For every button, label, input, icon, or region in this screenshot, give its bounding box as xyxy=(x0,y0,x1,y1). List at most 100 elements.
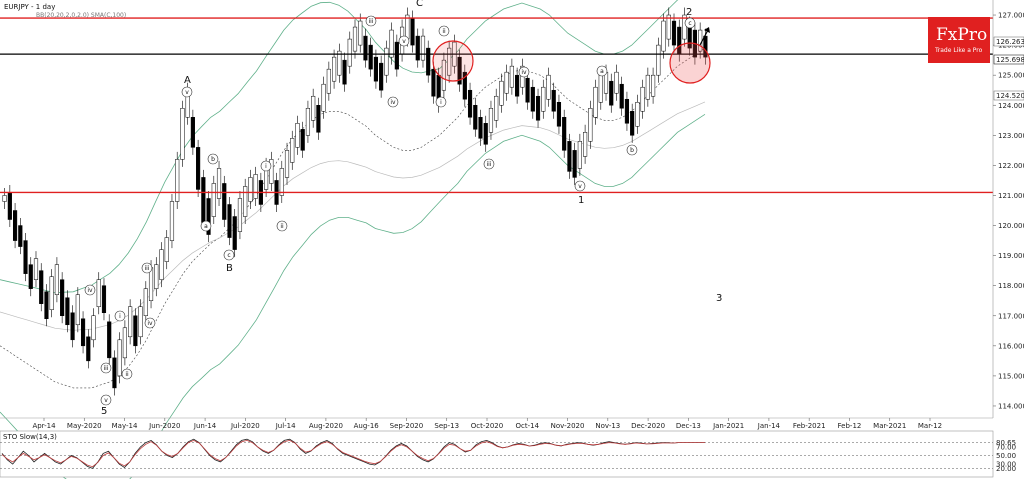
candle-body xyxy=(488,108,494,133)
price-tag: 125.698 xyxy=(996,56,1024,64)
time-tick-label: Jul-14 xyxy=(275,422,296,430)
candle-body xyxy=(311,95,316,121)
candle-body xyxy=(65,297,70,326)
candle-body xyxy=(478,117,483,139)
subwave-marker-circle xyxy=(260,160,272,172)
price-tick-label: 117.000 xyxy=(998,312,1024,320)
price-tag-box xyxy=(993,36,1024,47)
wave-label-1: 1 xyxy=(578,195,584,206)
time-tick-label: Jan-2021 xyxy=(712,422,744,430)
sma-line xyxy=(0,101,706,331)
candle-body xyxy=(138,306,143,338)
candle-body xyxy=(541,86,546,112)
subwave-marker-circle xyxy=(200,220,212,232)
subwave-marker-label: iii xyxy=(486,161,491,168)
subwave-marker-label: iv xyxy=(521,69,527,76)
wave-label-c: C xyxy=(416,0,423,9)
candle-body xyxy=(326,68,331,94)
candle-body xyxy=(201,177,206,223)
lower-band xyxy=(0,113,706,479)
subwave-marker-circle xyxy=(100,362,112,374)
candle-body xyxy=(86,336,91,362)
subwave-marker-label: ii xyxy=(125,371,129,378)
candle-body xyxy=(112,357,117,389)
price-tags: 126.263 125.698 124.520 xyxy=(993,36,1024,101)
candle-body xyxy=(635,101,640,127)
subwave-marker-circle xyxy=(207,153,219,165)
highlight-circle-september xyxy=(432,40,474,82)
price-tick-label: 123.000 xyxy=(998,132,1024,140)
middle-band xyxy=(0,47,706,389)
subwave-marker-circle xyxy=(84,284,96,296)
candle-body xyxy=(661,20,666,52)
wave-label-3: 3 xyxy=(716,293,722,304)
price-tick-label: 119.000 xyxy=(998,252,1024,260)
candle-body xyxy=(645,74,650,100)
candle-body xyxy=(457,56,462,85)
price-tag-box xyxy=(993,90,1024,101)
subwave-marker-circle xyxy=(181,86,193,98)
wave-label-b: B xyxy=(226,263,233,274)
time-tick-label: Aug-16 xyxy=(354,422,380,430)
candle-body xyxy=(640,86,645,112)
candle-body xyxy=(577,141,582,169)
candle-body xyxy=(117,339,122,377)
candle-body xyxy=(598,74,603,103)
candle-body xyxy=(593,86,598,118)
logo-name: FxPro xyxy=(936,25,987,45)
price-tick-label: 121.000 xyxy=(998,192,1024,200)
candle-body xyxy=(420,35,426,61)
candle-body xyxy=(253,174,258,199)
subwave-marker-circle xyxy=(574,180,586,192)
wave-label-2: 2 xyxy=(686,7,692,18)
time-tick-label: Jul-2020 xyxy=(230,422,260,430)
candle-body xyxy=(619,83,624,109)
candle-body xyxy=(54,264,59,295)
candle-body xyxy=(666,14,671,40)
candle-body xyxy=(535,95,541,121)
time-tick-label: Dec-2020 xyxy=(631,422,665,430)
candle-body xyxy=(572,150,577,178)
candle-body xyxy=(483,123,488,145)
candle-body xyxy=(70,312,75,341)
candle-body xyxy=(614,71,619,94)
candle-body xyxy=(18,225,23,247)
time-tick-label: Mar-2021 xyxy=(873,422,906,430)
subwave-marker-label: i xyxy=(440,99,442,106)
price-tick-label: 120.000 xyxy=(998,222,1024,230)
subwave-marker-circle xyxy=(596,65,608,77)
candle-body xyxy=(467,89,473,118)
candle-body xyxy=(206,198,211,235)
time-tick-label: Jun-2020 xyxy=(148,422,180,430)
subwave-marker-circle xyxy=(626,144,638,156)
bollinger-bands xyxy=(0,0,706,479)
candle-body xyxy=(154,264,159,289)
sma-100-line xyxy=(0,101,706,331)
candle-body xyxy=(337,50,342,76)
subwave-marker-label: c xyxy=(227,252,230,259)
stochastic-panel xyxy=(0,430,994,478)
subwave-marker-label: i xyxy=(265,163,267,170)
candle-body xyxy=(190,117,195,148)
subwave-marker-label: v xyxy=(185,89,189,96)
candle-body xyxy=(624,98,630,124)
time-tick-label: Nov-2020 xyxy=(551,422,585,430)
candle-body xyxy=(546,74,551,100)
horizontal-levels xyxy=(0,17,993,194)
time-tick-label: Apr-14 xyxy=(32,422,56,430)
stochastic-tick-label: 30.00 xyxy=(996,461,1016,469)
candle-body xyxy=(237,198,243,232)
subwave-marker-label: iii xyxy=(103,365,108,372)
candle-body xyxy=(473,105,478,130)
candle-body xyxy=(305,108,311,136)
candle-body xyxy=(358,20,363,46)
time-tick-label: Oct-2020 xyxy=(471,422,503,430)
candle-body xyxy=(269,159,274,184)
subwave-marker-circle xyxy=(141,262,153,274)
stochastic-tick-label: 80.65 xyxy=(996,439,1016,447)
candle-body xyxy=(551,89,556,112)
subwave-marker-circle xyxy=(100,394,112,406)
price-tag: 126.263 xyxy=(996,38,1024,46)
candle-body xyxy=(12,210,18,241)
